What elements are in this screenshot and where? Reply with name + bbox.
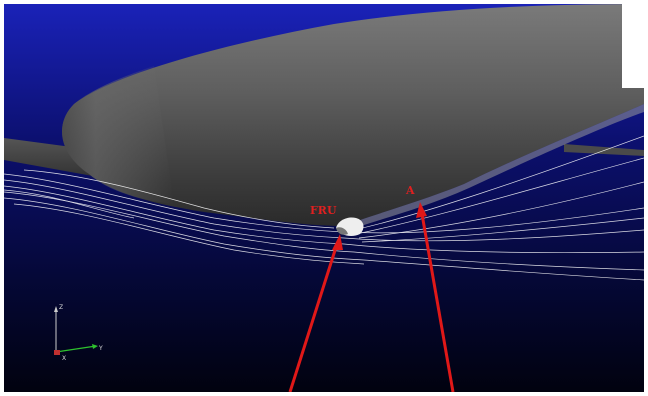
- x-axis-label: X: [62, 355, 66, 362]
- z-axis-label: Z: [59, 304, 63, 311]
- cfd-viewport: FRU A Z Y X: [4, 4, 644, 392]
- a-label: A: [405, 184, 415, 197]
- x-axis-marker: [54, 350, 60, 355]
- fuselage: [62, 4, 644, 226]
- belly-highlight: [344, 104, 644, 230]
- z-axis-head: [54, 306, 58, 312]
- y-axis-head: [92, 344, 98, 349]
- cfd-render: FRU A Z Y X: [4, 4, 644, 392]
- y-axis-line: [55, 345, 97, 353]
- right-wing: [564, 144, 644, 156]
- a-arrow-line: [420, 213, 455, 392]
- axis-triad: Z Y X: [54, 304, 103, 362]
- fru-arrowhead: [332, 234, 343, 250]
- fru-label: FRU: [310, 204, 337, 217]
- corner-panel: [622, 4, 644, 88]
- fuselage-nose-shading: [62, 66, 174, 204]
- fru-shadow: [336, 227, 348, 235]
- streamlines: [4, 135, 644, 281]
- a-arrowhead: [416, 202, 427, 218]
- callout-arrows: [288, 202, 455, 392]
- fru-arrow-line: [288, 243, 339, 392]
- y-axis-label: Y: [98, 345, 103, 352]
